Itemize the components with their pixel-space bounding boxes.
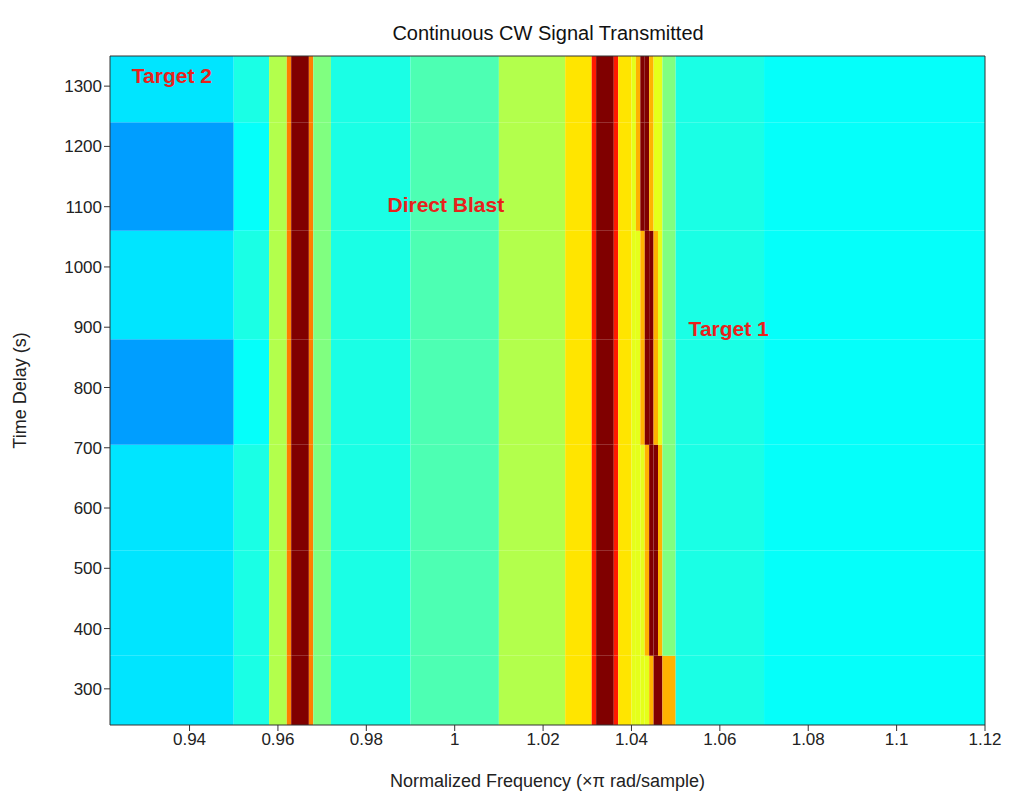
svg-text:300: 300 — [74, 680, 102, 699]
svg-text:700: 700 — [74, 439, 102, 458]
svg-text:1000: 1000 — [64, 258, 102, 277]
html-text:Continuous CW Signal Transmitt: Continuous CW Signal Transmitted — [392, 22, 704, 44]
svg-text:1300: 1300 — [64, 77, 102, 96]
svg-text:1100: 1100 — [65, 198, 102, 217]
svg-text:1.12: 1.12 — [968, 730, 1001, 749]
svg-text:Direct Blast: Direct Blast — [387, 193, 504, 216]
svg-text:Time Delay (s): Time Delay (s) — [10, 332, 30, 448]
svg-text:1.04: 1.04 — [615, 730, 648, 749]
svg-text:1.1: 1.1 — [885, 730, 909, 749]
svg-text:900: 900 — [74, 318, 102, 337]
svg-text:0.94: 0.94 — [173, 730, 206, 749]
svg-text:Normalized Frequency (×π rad/s: Normalized Frequency (×π rad/sample) — [390, 771, 705, 791]
svg-text:1.02: 1.02 — [527, 730, 560, 749]
svg-text:600: 600 — [74, 499, 102, 518]
svg-text:1.08: 1.08 — [792, 730, 825, 749]
svg-text:1.06: 1.06 — [703, 730, 736, 749]
svg-text:Target 1: Target 1 — [689, 317, 769, 340]
svg-text:400: 400 — [74, 620, 102, 639]
svg-text:0.98: 0.98 — [350, 730, 383, 749]
svg-text:500: 500 — [74, 559, 102, 578]
svg-text:1200: 1200 — [64, 137, 102, 156]
svg-text:Target 2: Target 2 — [132, 64, 212, 87]
svg-text:0.96: 0.96 — [261, 730, 294, 749]
svg-text:1: 1 — [450, 730, 459, 749]
svg-text:800: 800 — [74, 379, 102, 398]
